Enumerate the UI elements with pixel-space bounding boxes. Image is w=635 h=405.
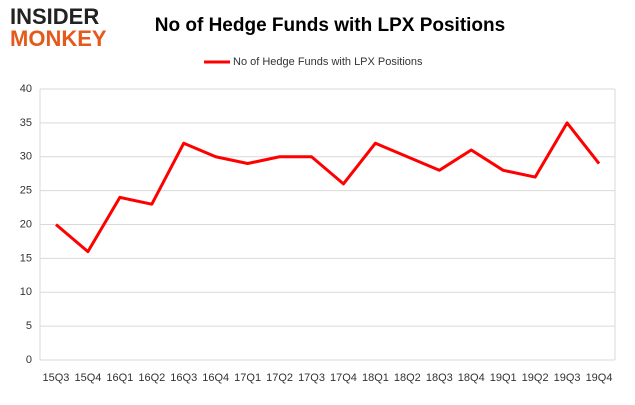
x-tick-label: 17Q3 [298, 372, 325, 384]
logo-bottom: MONKEY [10, 26, 107, 51]
x-tick-label: 18Q4 [458, 372, 485, 384]
x-tick-label: 17Q4 [330, 372, 357, 384]
x-tick-label: 18Q1 [362, 372, 389, 384]
logo-top: INSIDER [10, 4, 99, 29]
x-tick-label: 19Q1 [490, 372, 517, 384]
x-tick-label: 16Q4 [202, 372, 229, 384]
y-tick-label: 15 [20, 252, 32, 264]
legend-label: No of Hedge Funds with LPX Positions [233, 56, 423, 68]
y-tick-label: 25 [20, 185, 32, 197]
line-series [55, 121, 601, 254]
y-tick-label: 5 [26, 320, 32, 332]
x-tick-label: 16Q3 [170, 372, 197, 384]
y-tick-label: 20 [20, 218, 32, 230]
y-tick-label: 40 [20, 83, 32, 95]
x-tick-label: 19Q2 [522, 372, 549, 384]
x-tick-label: 18Q3 [426, 372, 453, 384]
y-tick-label: 0 [26, 354, 32, 366]
x-tick-label: 17Q1 [234, 372, 261, 384]
y-tick-label: 30 [20, 151, 32, 163]
y-tick-label: 35 [20, 117, 32, 129]
x-tick-label: 16Q1 [106, 372, 133, 384]
x-tick-label: 18Q2 [394, 372, 421, 384]
x-tick-label: 16Q2 [138, 372, 165, 384]
chart-title: No of Hedge Funds with LPX Positions [155, 15, 505, 36]
x-tick-label: 15Q4 [74, 372, 101, 384]
x-tick-label: 19Q4 [586, 372, 613, 384]
x-tick-label: 19Q3 [554, 372, 581, 384]
x-tick-label: 17Q2 [266, 372, 293, 384]
y-tick-label: 10 [20, 286, 32, 298]
x-tick-label: 15Q3 [43, 372, 70, 384]
